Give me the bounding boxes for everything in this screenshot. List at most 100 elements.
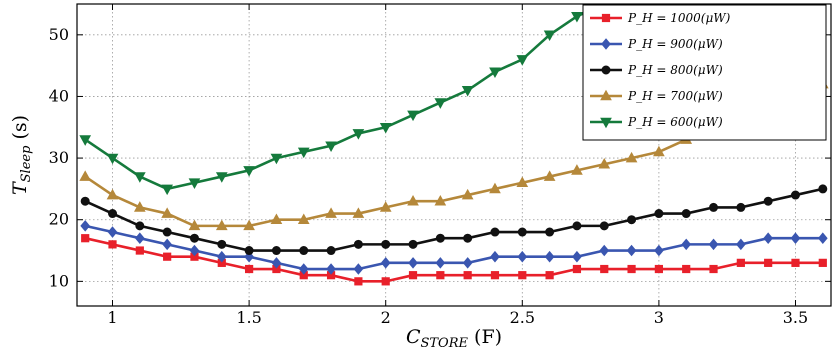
y-tick-label: 20 bbox=[49, 210, 69, 229]
legend-box bbox=[582, 4, 827, 141]
data-point bbox=[516, 55, 529, 66]
data-point bbox=[79, 170, 92, 181]
legend-marker bbox=[600, 117, 612, 129]
data-point bbox=[407, 194, 419, 206]
data-point bbox=[599, 221, 609, 231]
series-2 bbox=[80, 220, 828, 275]
data-point bbox=[161, 184, 174, 196]
data-point bbox=[434, 194, 447, 206]
legend-label: P_H = 800(μW) bbox=[627, 63, 723, 77]
data-point bbox=[599, 244, 610, 257]
legend-marker bbox=[601, 38, 611, 50]
data-point bbox=[407, 110, 419, 122]
x-tick-label: 2.5 bbox=[510, 308, 535, 327]
data-point bbox=[463, 271, 472, 280]
data-point bbox=[108, 209, 118, 219]
legend: P_H = 1000(μW) P_H = 900(μW) P_H = 800(μW)… bbox=[582, 4, 827, 141]
data-point bbox=[600, 264, 609, 274]
data-point bbox=[736, 258, 745, 267]
data-point bbox=[353, 263, 364, 275]
data-point bbox=[299, 246, 309, 256]
data-point bbox=[790, 232, 801, 244]
data-point bbox=[545, 227, 555, 237]
legend-label: P_H = 600(μW) bbox=[627, 115, 723, 129]
data-point bbox=[436, 271, 445, 280]
data-point bbox=[106, 153, 119, 165]
data-point bbox=[352, 129, 365, 140]
data-point bbox=[162, 238, 173, 251]
data-point bbox=[572, 221, 582, 231]
data-point bbox=[627, 264, 636, 274]
x-tick-label: 3.5 bbox=[783, 308, 808, 327]
data-point bbox=[709, 202, 719, 212]
data-point bbox=[654, 264, 663, 274]
data-point bbox=[461, 188, 474, 200]
data-point bbox=[735, 238, 746, 251]
data-point bbox=[763, 196, 773, 206]
data-point bbox=[543, 30, 556, 42]
data-point bbox=[379, 201, 392, 212]
data-point bbox=[708, 238, 719, 251]
data-point bbox=[709, 264, 718, 274]
y-tick-label: 50 bbox=[49, 25, 69, 44]
series-1 bbox=[81, 234, 827, 286]
data-point bbox=[380, 257, 391, 269]
data-point bbox=[133, 201, 146, 212]
data-point bbox=[243, 219, 255, 231]
data-point bbox=[818, 258, 827, 267]
data-point bbox=[189, 244, 200, 257]
data-point bbox=[463, 233, 473, 243]
y-tick-label: 30 bbox=[49, 148, 69, 167]
plot-frame bbox=[76, 3, 832, 307]
data-point bbox=[764, 258, 773, 267]
data-point bbox=[354, 277, 363, 286]
data-point bbox=[434, 98, 447, 109]
legend-marker bbox=[600, 89, 612, 101]
data-point bbox=[435, 233, 445, 243]
data-point bbox=[381, 239, 391, 249]
legend-entry: P_H = 600(μW) bbox=[590, 115, 723, 129]
data-point bbox=[270, 153, 283, 165]
x-tick-label: 3 bbox=[654, 308, 664, 327]
data-point bbox=[161, 207, 174, 218]
data-point bbox=[682, 264, 691, 274]
series-line bbox=[84, 236, 823, 283]
y-tick-label: 40 bbox=[49, 86, 69, 105]
data-point bbox=[298, 263, 309, 275]
data-point bbox=[80, 220, 91, 232]
data-point bbox=[326, 246, 336, 256]
data-point bbox=[408, 239, 418, 249]
data-point bbox=[297, 147, 310, 159]
series-3 bbox=[80, 184, 828, 256]
data-point bbox=[654, 209, 664, 219]
data-point bbox=[79, 135, 92, 146]
data-point bbox=[653, 145, 665, 157]
data-point bbox=[352, 207, 365, 218]
data-point bbox=[626, 244, 637, 257]
data-point bbox=[572, 250, 582, 263]
series-line bbox=[84, 187, 824, 252]
data-point bbox=[217, 239, 227, 249]
data-point bbox=[325, 141, 337, 152]
data-point bbox=[518, 271, 527, 280]
y-axis-label: TSleep (s) bbox=[9, 115, 34, 195]
data-point bbox=[681, 209, 691, 219]
data-point bbox=[188, 219, 201, 231]
data-point bbox=[791, 258, 800, 267]
data-point bbox=[135, 221, 145, 231]
data-point bbox=[654, 244, 664, 257]
data-point bbox=[625, 151, 638, 163]
legend-entry: P_H = 900(μW) bbox=[590, 37, 723, 51]
data-point bbox=[215, 172, 228, 183]
x-tick-label: 2 bbox=[381, 308, 391, 327]
data-point bbox=[215, 219, 228, 231]
legend-label: P_H = 900(μW) bbox=[627, 37, 723, 51]
legend-entry: P_H = 800(μW) bbox=[590, 63, 723, 77]
data-point bbox=[681, 238, 692, 251]
data-point bbox=[545, 271, 554, 280]
axis-ticks: 1 1.5 2 2.5 3 3.5 10 20 30 40 50 bbox=[49, 4, 831, 327]
data-point bbox=[544, 250, 555, 263]
data-point bbox=[244, 246, 254, 256]
data-point bbox=[543, 170, 556, 181]
data-point bbox=[516, 176, 529, 188]
